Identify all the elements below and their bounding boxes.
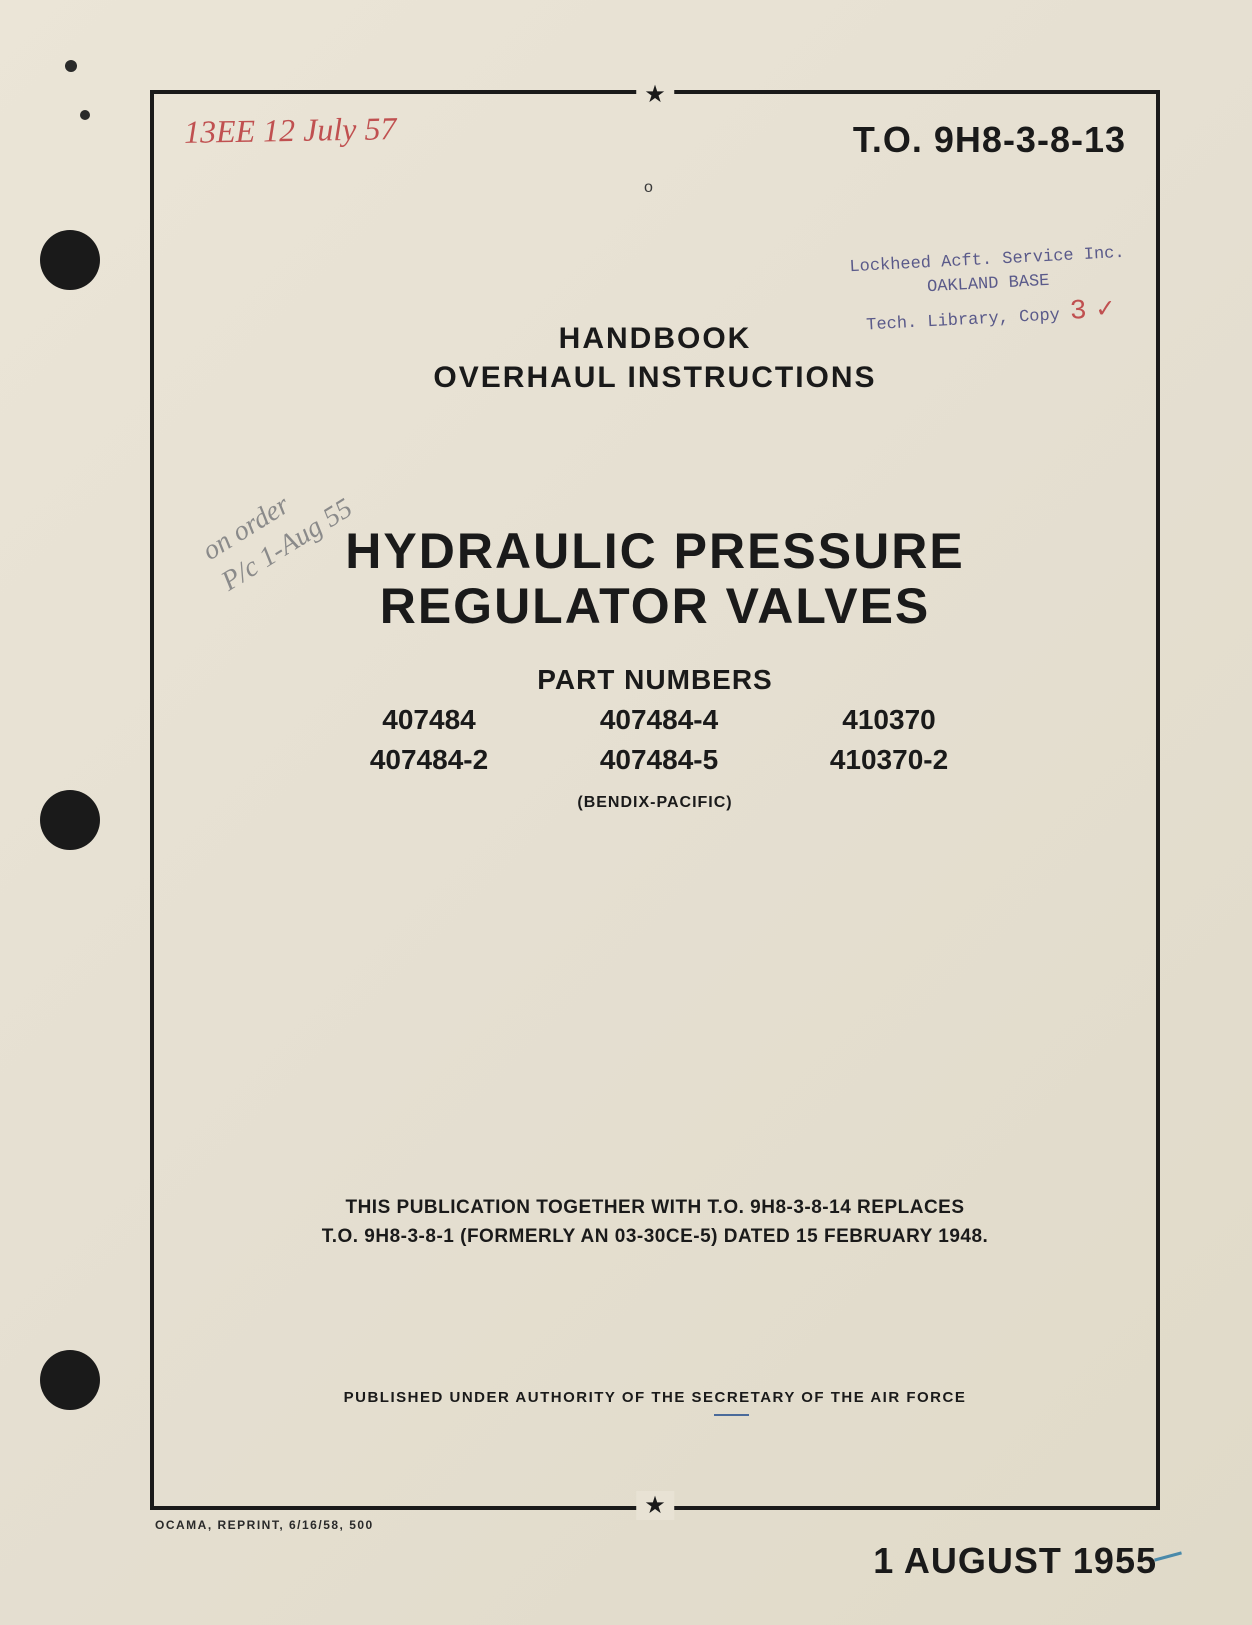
pen-mark bbox=[714, 1414, 749, 1416]
punch-hole bbox=[40, 1350, 100, 1410]
handbook-heading: HANDBOOK OVERHAUL INSTRUCTIONS bbox=[154, 319, 1156, 397]
part-number: 407484-4 bbox=[564, 704, 754, 736]
small-mark: o bbox=[644, 179, 653, 197]
publication-date: 1 AUGUST 1955 bbox=[873, 1540, 1157, 1582]
notice-line: THIS PUBLICATION TOGETHER WITH T.O. 9H8-… bbox=[154, 1194, 1156, 1223]
heading-line: OVERHAUL INSTRUCTIONS bbox=[154, 358, 1156, 397]
part-number: 410370 bbox=[794, 704, 984, 736]
part-numbers-grid: 407484 407484-4 410370 407484-2 407484-5… bbox=[334, 704, 984, 776]
title-line: REGULATOR VALVES bbox=[154, 579, 1156, 634]
spot-mark bbox=[65, 60, 77, 72]
part-number: 407484-5 bbox=[564, 744, 754, 776]
notice-line: T.O. 9H8-3-8-1 (FORMERLY AN 03-30CE-5) D… bbox=[154, 1223, 1156, 1252]
technical-order-number: T.O. 9H8-3-8-13 bbox=[853, 119, 1126, 161]
punch-hole bbox=[40, 230, 100, 290]
spot-mark bbox=[80, 110, 90, 120]
reprint-info: OCAMA, REPRINT, 6/16/58, 500 bbox=[155, 1518, 374, 1532]
heading-line: HANDBOOK bbox=[154, 319, 1156, 358]
part-number: 407484 bbox=[334, 704, 524, 736]
part-numbers-label: PART NUMBERS bbox=[154, 664, 1156, 696]
star-decoration-top: ★ bbox=[636, 80, 674, 109]
replaces-notice: THIS PUBLICATION TOGETHER WITH T.O. 9H8-… bbox=[154, 1194, 1156, 1251]
document-page: ★ ★ 13EE 12 July 57 T.O. 9H8-3-8-13 o Lo… bbox=[0, 0, 1252, 1625]
main-title: HYDRAULIC PRESSURE REGULATOR VALVES bbox=[154, 524, 1156, 634]
part-number: 407484-2 bbox=[334, 744, 524, 776]
pen-mark-date bbox=[1154, 1551, 1182, 1561]
authority-statement: PUBLISHED UNDER AUTHORITY OF THE SECRETA… bbox=[154, 1389, 1156, 1406]
star-decoration-bottom: ★ bbox=[636, 1491, 674, 1520]
title-line: HYDRAULIC PRESSURE bbox=[154, 524, 1156, 579]
page-frame: ★ ★ 13EE 12 July 57 T.O. 9H8-3-8-13 o Lo… bbox=[150, 90, 1160, 1510]
punch-hole bbox=[40, 790, 100, 850]
handwritten-annotation-top: 13EE 12 July 57 bbox=[184, 110, 397, 151]
part-number: 410370-2 bbox=[794, 744, 984, 776]
manufacturer-label: (BENDIX-PACIFIC) bbox=[154, 794, 1156, 812]
